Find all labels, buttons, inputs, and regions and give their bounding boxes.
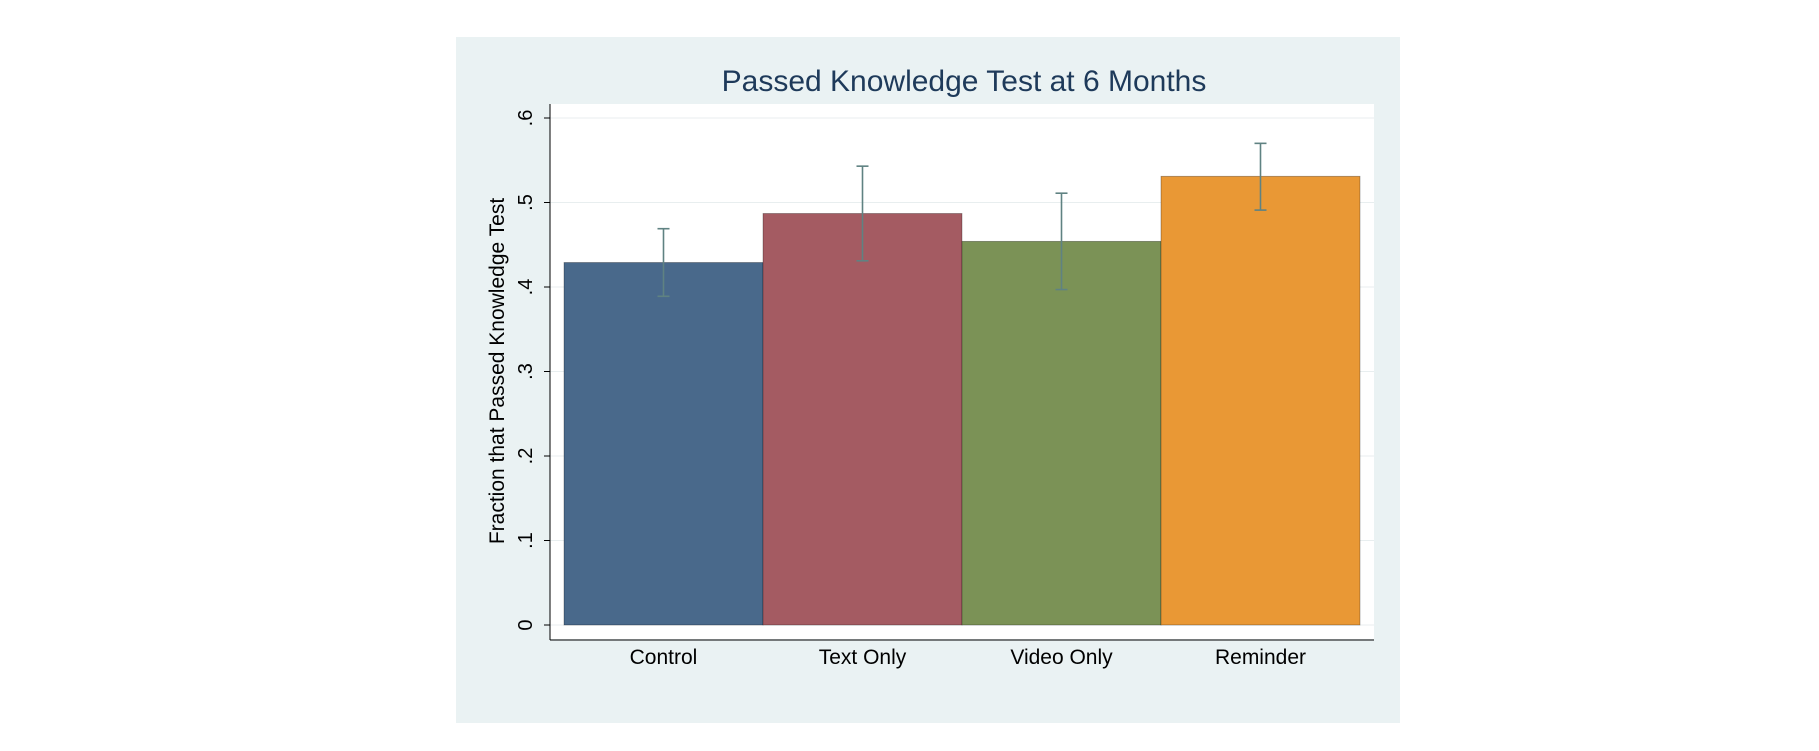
error-bar <box>1254 142 1267 211</box>
bar <box>762 213 963 626</box>
x-tick-label: Video Only <box>1010 646 1113 669</box>
error-bar <box>657 227 670 298</box>
x-tick-label: Text Only <box>819 646 907 669</box>
bar <box>961 240 1162 626</box>
bars <box>563 175 1361 626</box>
x-axis-ticks: Control Text Only Video Only Reminder <box>630 646 1306 669</box>
x-tick-label: Control <box>630 646 698 669</box>
bar <box>1160 175 1361 626</box>
error-bars <box>657 142 1267 298</box>
x-tick-label: Reminder <box>1215 646 1306 669</box>
y-tick-label: .2 <box>515 448 537 465</box>
bar <box>563 262 764 626</box>
y-axis-ticks: 0 .1 .2 .3 .4 .5 .6 <box>515 110 550 631</box>
error-bar <box>856 165 869 262</box>
error-bar <box>1055 192 1068 291</box>
y-tick-label: .3 <box>515 363 537 380</box>
chart-title: Passed Knowledge Test at 6 Months <box>722 65 1207 98</box>
y-tick-label: .5 <box>515 194 537 211</box>
y-tick-label: .4 <box>515 279 537 296</box>
y-tick-label: .6 <box>515 110 537 127</box>
y-tick-label: .1 <box>515 532 537 549</box>
y-tick-label: 0 <box>515 619 537 630</box>
y-axis-label: Fraction that Passed Knowledge Test <box>486 198 509 544</box>
